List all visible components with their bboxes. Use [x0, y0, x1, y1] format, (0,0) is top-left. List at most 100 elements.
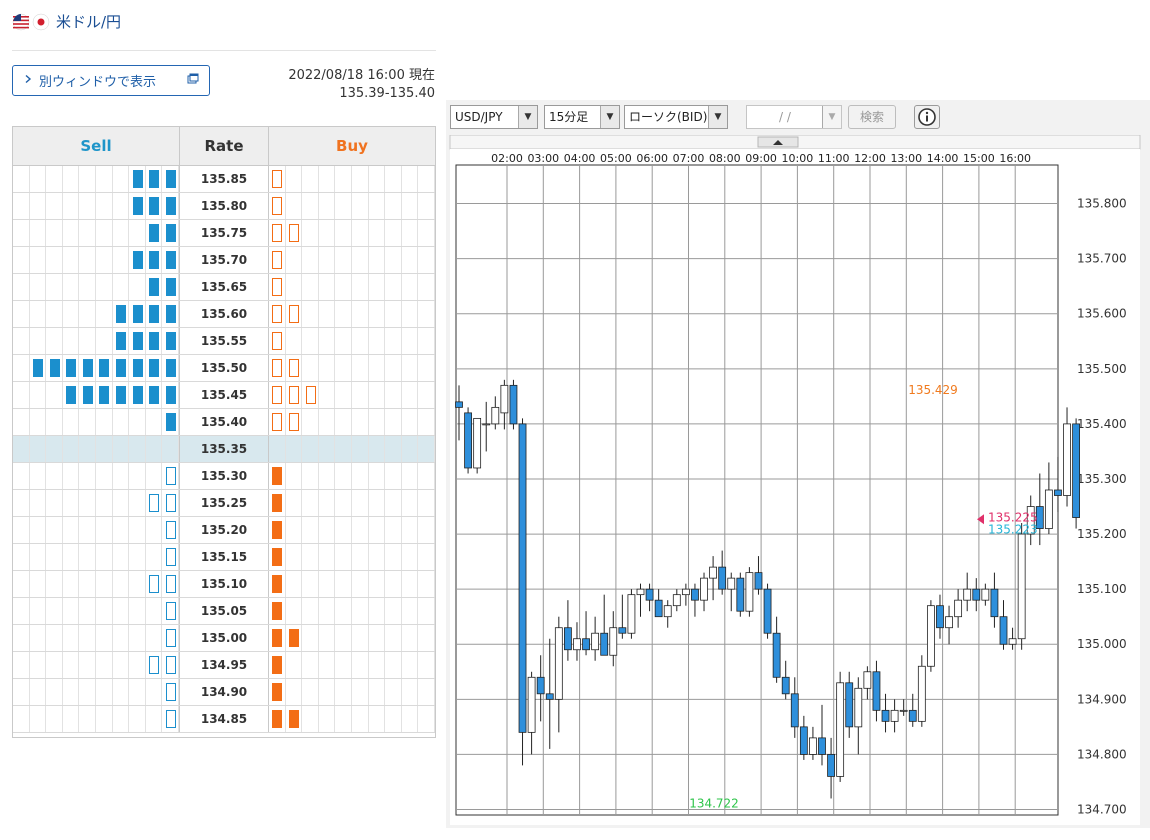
dropdown-arrow-icon: ▼: [708, 106, 727, 128]
buy-grid-cell: [302, 247, 319, 273]
x-tick-label: 15:00: [963, 152, 995, 165]
buy-grid-cell: [418, 706, 435, 732]
sell-grid-cell: [113, 571, 130, 597]
pair-select[interactable]: USD/JPY ▼: [450, 105, 538, 129]
bullish-candle: [809, 737, 817, 755]
rate-cell: 135.65: [179, 274, 269, 300]
buy-grid-cell: [286, 382, 303, 408]
rate-cell: 135.10: [179, 571, 269, 597]
bullish-candle: [1026, 506, 1035, 535]
buy-grid-cell: [369, 598, 386, 624]
dropdown-arrow-icon: ▼: [518, 106, 537, 128]
sell-grid-cell: [46, 328, 63, 354]
sell-grid-cell: [162, 382, 179, 408]
rate-cell: 135.15: [179, 544, 269, 570]
sell-grid-cell: [96, 571, 113, 597]
sell-grid-cell: [79, 301, 96, 327]
buy-grid-cell: [269, 463, 286, 489]
order-book-row: 135.45: [13, 382, 435, 409]
open-window-button[interactable]: 別ウィンドウで表示: [12, 65, 210, 96]
buy-grid-cell: [418, 625, 435, 651]
buy-grid-cell: [335, 355, 352, 381]
sell-grid-cell: [129, 247, 146, 273]
rate-cell: 135.75: [179, 220, 269, 246]
rate-cell: 135.30: [179, 463, 269, 489]
sell-order-bar: [165, 170, 176, 188]
sell-grid-cell: [146, 706, 163, 732]
buy-order-bar-outline: [272, 224, 283, 242]
bearish-candle: [645, 588, 654, 601]
sell-grid-cell: [113, 544, 130, 570]
buy-grid-cell: [335, 679, 352, 705]
buy-grid-cell: [352, 679, 369, 705]
buy-grid-cell: [402, 652, 419, 678]
buy-grid-cell: [286, 274, 303, 300]
rate-column-header: Rate: [179, 127, 269, 165]
buy-grid-cell: [335, 490, 352, 516]
buy-grid-cell: [335, 571, 352, 597]
buy-grid-cell: [402, 706, 419, 732]
buy-grid-cell: [418, 382, 435, 408]
x-tick-label: 04:00: [564, 152, 596, 165]
sell-order-bar-outline: [165, 710, 176, 728]
buy-grid-cell: [402, 463, 419, 489]
buy-grid-cell: [418, 247, 435, 273]
bearish-candle: [972, 588, 981, 601]
sell-grid-cell: [129, 652, 146, 678]
info-button[interactable]: [914, 105, 940, 129]
buy-grid-cell: [335, 652, 352, 678]
buy-grid-cell: [286, 625, 303, 651]
buy-grid-cell: [302, 355, 319, 381]
date-select[interactable]: / / ▼: [746, 105, 842, 129]
rate-cell: 135.80: [179, 193, 269, 219]
buy-grid-cell: [335, 166, 352, 192]
sell-grid-cell: [30, 544, 47, 570]
buy-grid-cell: [385, 355, 402, 381]
order-book-row: 135.20: [13, 517, 435, 544]
y-tick-label: 135.800: [1077, 197, 1127, 211]
sell-grid-cell: [13, 409, 30, 435]
sell-grid-cell: [13, 193, 30, 219]
sell-grid-cell: [79, 679, 96, 705]
buy-grid-cell: [269, 598, 286, 624]
bearish-candle: [845, 682, 854, 728]
sell-grid-cell: [79, 193, 96, 219]
sell-grid-cell: [13, 517, 30, 543]
bullish-candle: [709, 566, 718, 579]
as-of-timestamp: 2022/08/18 16:00 現在: [288, 68, 435, 83]
pair-select-value: USD/JPY: [455, 110, 503, 124]
sell-grid-cell: [162, 571, 179, 597]
sell-grid-cell: [146, 517, 163, 543]
sell-grid-cell: [79, 382, 96, 408]
sell-grid-cell: [30, 463, 47, 489]
bullish-candle: [573, 638, 581, 651]
interval-select[interactable]: 15分足 ▼: [544, 105, 620, 129]
buy-grid-cell: [352, 355, 369, 381]
sell-order-bar: [66, 386, 77, 404]
buy-grid-cell: [319, 463, 336, 489]
sell-grid-cell: [13, 625, 30, 651]
buy-grid-cell: [335, 274, 352, 300]
sell-grid-cell: [63, 463, 80, 489]
buy-grid-cell: [286, 355, 303, 381]
buy-grid-cell: [286, 220, 303, 246]
date-select-value: / /: [779, 110, 791, 124]
buy-grid-cell: [402, 301, 419, 327]
sell-grid-cell: [79, 436, 96, 462]
search-button[interactable]: 検索: [848, 105, 896, 129]
buy-grid-cell: [385, 193, 402, 219]
chart-type-select[interactable]: ローソク(BID) ▼: [624, 105, 728, 129]
sell-grid-cell: [63, 382, 80, 408]
sell-grid-cell: [46, 301, 63, 327]
buy-grid-cell: [352, 409, 369, 435]
buy-grid-cell: [385, 328, 402, 354]
sell-grid-cell: [46, 355, 63, 381]
buy-grid-cell: [418, 193, 435, 219]
buy-grid-cell: [319, 571, 336, 597]
buy-grid-cell: [418, 355, 435, 381]
buy-grid-cell: [369, 247, 386, 273]
bullish-candle: [473, 417, 482, 469]
y-tick-label: 135.000: [1077, 637, 1127, 651]
sell-grid-cell: [30, 220, 47, 246]
x-tick-label: 14:00: [927, 152, 959, 165]
